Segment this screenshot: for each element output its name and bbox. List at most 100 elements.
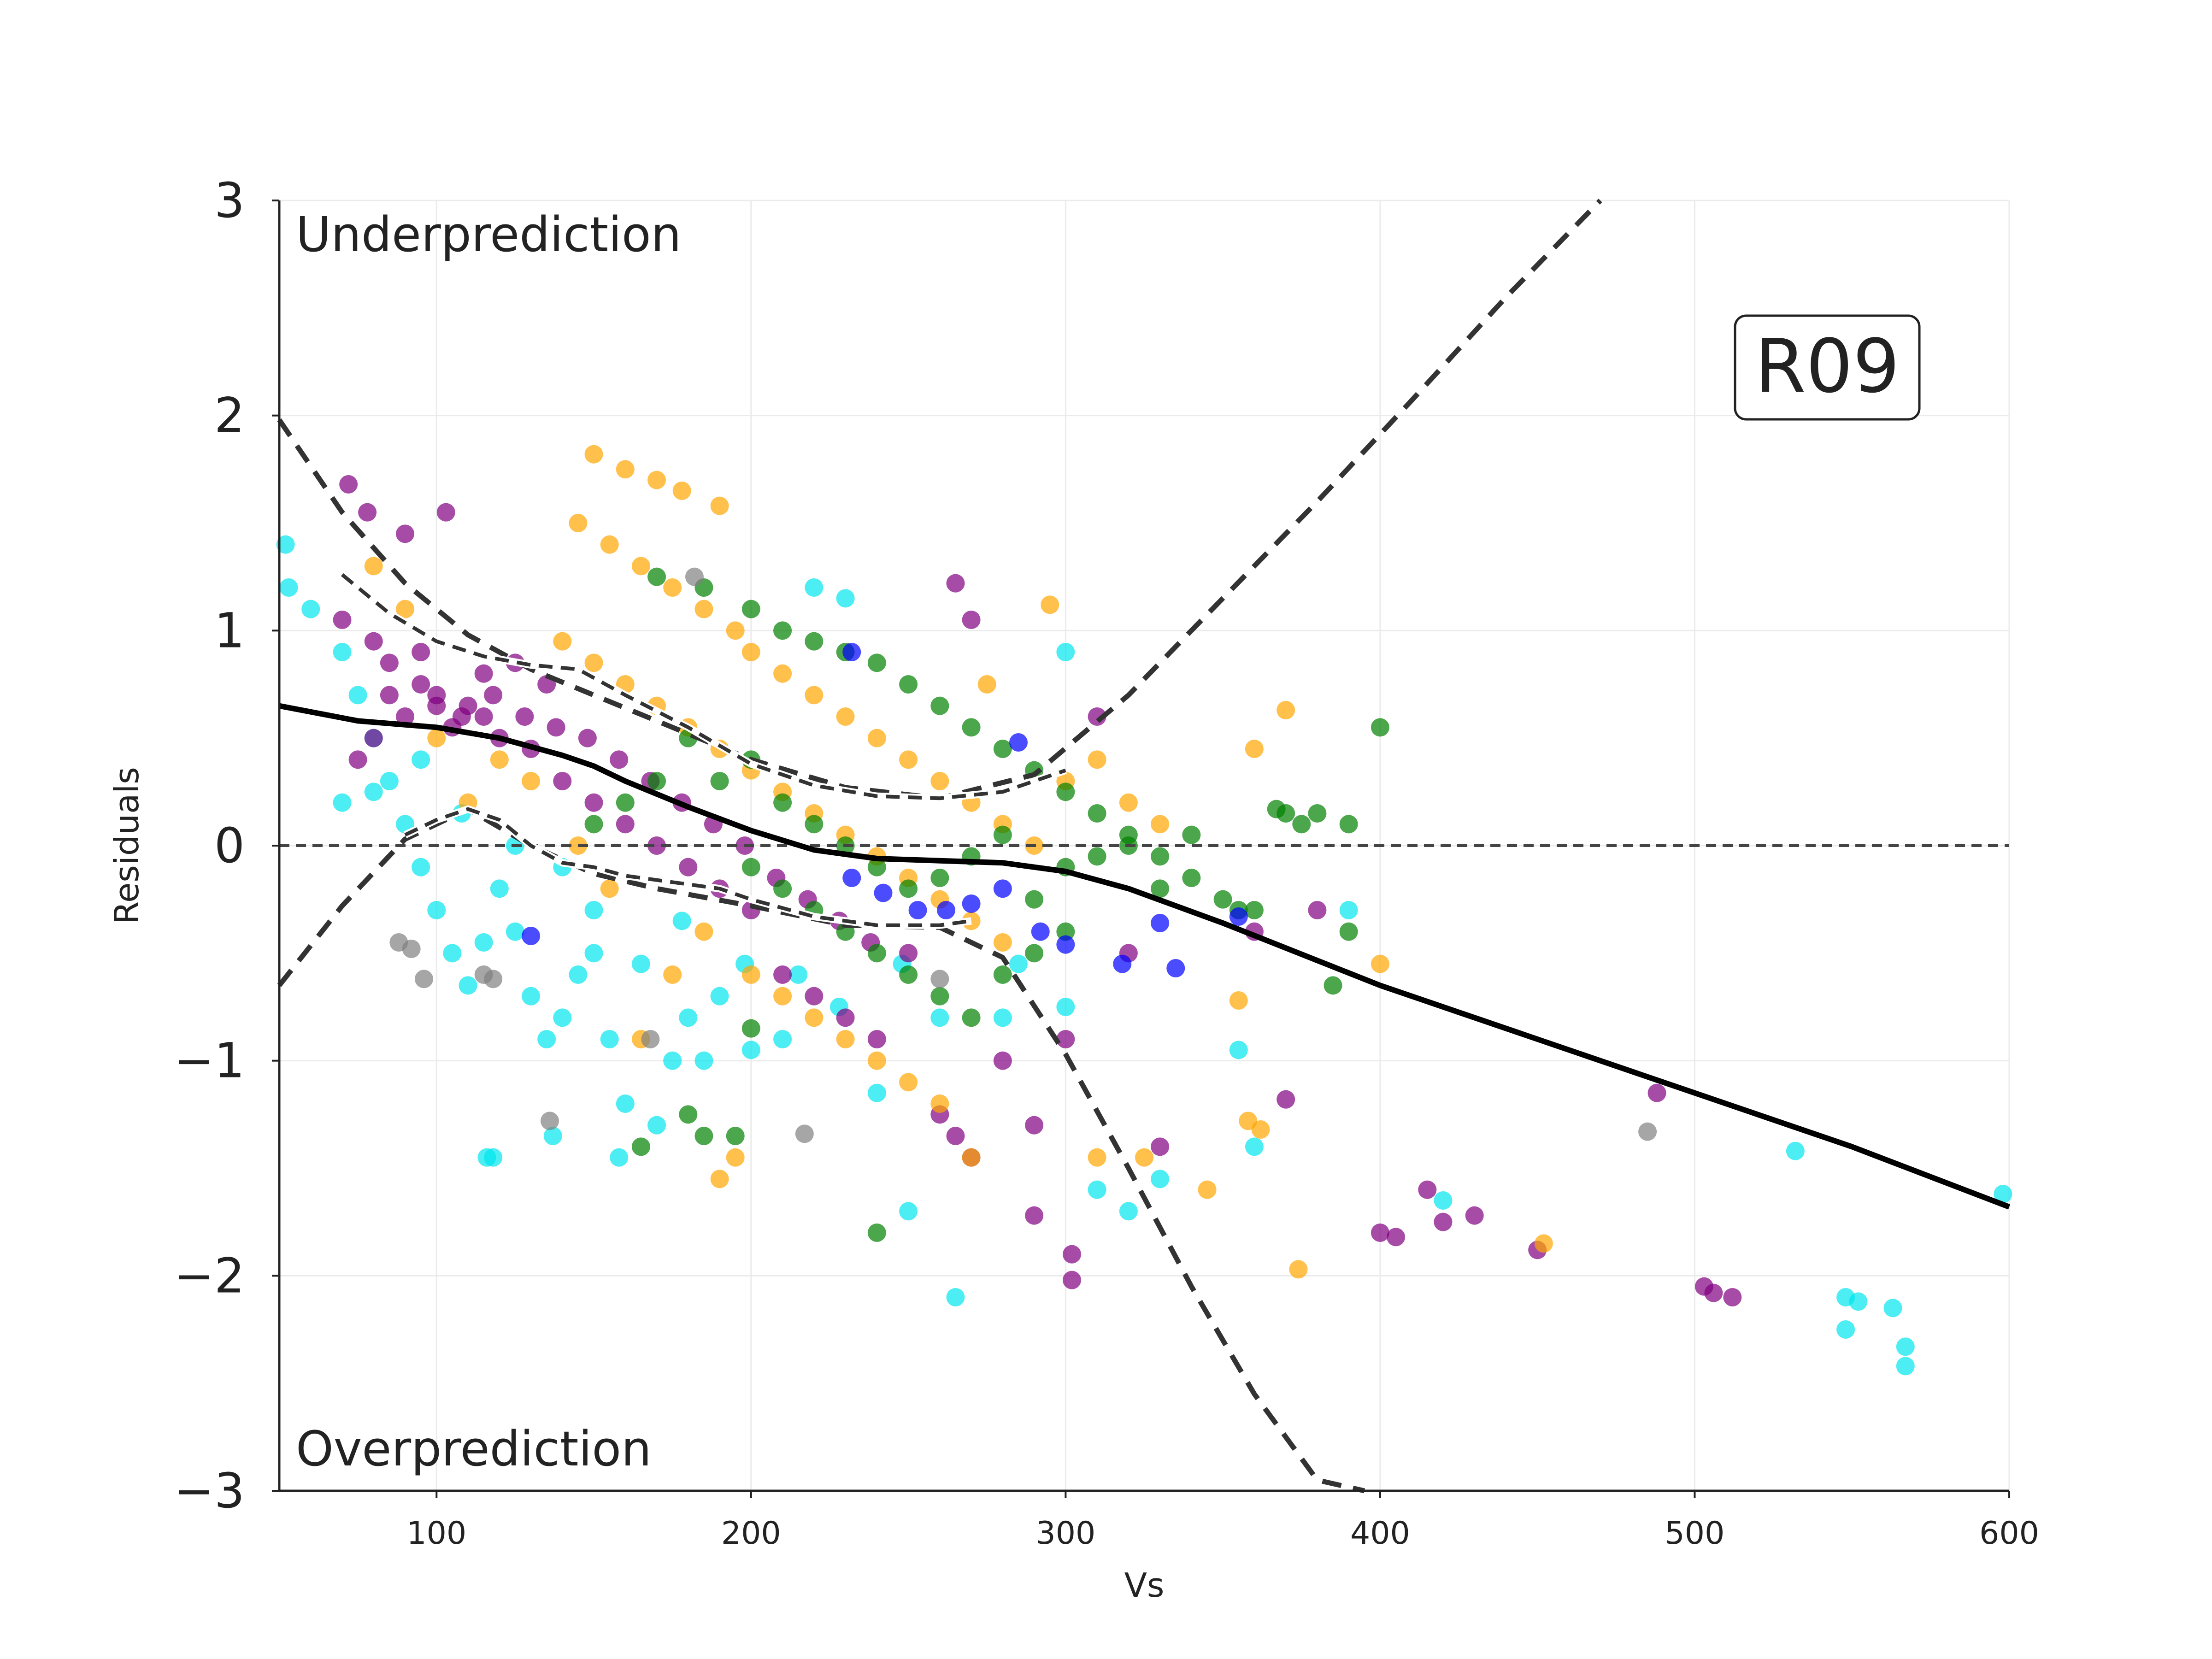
data-point [773, 621, 792, 640]
data-point [1251, 1120, 1270, 1139]
data-point [694, 922, 713, 941]
data-point [962, 718, 981, 737]
data-point [1277, 701, 1295, 719]
data-point [962, 1148, 981, 1167]
data-point [679, 1008, 698, 1027]
data-point [1198, 1180, 1217, 1199]
x-tick-label: 400 [1350, 1515, 1410, 1552]
data-point [993, 825, 1012, 844]
data-point [773, 664, 792, 683]
data-point [484, 686, 503, 705]
y-tick-label: −2 [174, 1247, 245, 1304]
y-tick-label: 3 [214, 172, 245, 229]
data-point [537, 1030, 556, 1048]
data-point [522, 927, 541, 945]
data-point [1836, 1320, 1855, 1339]
data-point [930, 696, 949, 715]
data-point [1056, 643, 1075, 661]
data-point [616, 793, 635, 812]
data-point [1025, 1116, 1044, 1135]
data-point [484, 1148, 503, 1167]
data-point [1151, 847, 1170, 866]
data-point [1339, 901, 1358, 919]
data-point [836, 589, 855, 608]
data-point [936, 901, 955, 919]
data-point [584, 653, 603, 672]
data-point [301, 600, 320, 618]
data-point [333, 793, 352, 812]
data-point [930, 987, 949, 1006]
data-point [1308, 804, 1327, 823]
data-point [874, 883, 893, 902]
data-point [1638, 1122, 1657, 1141]
data-point [1009, 733, 1028, 752]
data-points [276, 445, 2012, 1376]
data-point [364, 782, 383, 801]
data-point [1119, 793, 1138, 812]
data-point [380, 653, 399, 672]
data-point [663, 578, 682, 597]
underprediction-label: Underprediction [296, 206, 682, 263]
data-point [694, 600, 713, 618]
data-point [993, 933, 1012, 952]
data-point [647, 1116, 666, 1135]
data-point [1465, 1206, 1484, 1225]
data-point [789, 965, 808, 984]
data-point [899, 1073, 918, 1092]
data-point [490, 879, 509, 898]
data-point [741, 965, 760, 984]
data-point [1786, 1141, 1805, 1160]
data-point [679, 1105, 698, 1124]
data-point [631, 557, 650, 576]
data-point [427, 696, 446, 715]
data-point [616, 1094, 635, 1113]
overprediction-label: Overprediction [296, 1421, 652, 1477]
data-point [867, 944, 886, 963]
data-point [1088, 750, 1106, 769]
data-point [836, 707, 855, 726]
data-point [842, 643, 861, 661]
data-point [1041, 595, 1059, 614]
data-point [741, 858, 760, 877]
data-point [1056, 935, 1075, 954]
data-point [993, 1008, 1012, 1027]
data-point [899, 750, 918, 769]
data-point [842, 869, 861, 887]
data-point [1063, 1271, 1082, 1289]
data-point [339, 475, 358, 494]
x-tick-label: 500 [1665, 1515, 1725, 1552]
data-point [805, 987, 824, 1006]
data-point [1025, 890, 1044, 909]
data-point [506, 922, 524, 941]
data-point [402, 940, 421, 958]
data-point [899, 944, 918, 963]
data-point [1849, 1292, 1868, 1311]
x-tick-label: 600 [1979, 1515, 2039, 1552]
data-point [358, 503, 377, 522]
data-point [710, 1170, 729, 1188]
data-point [616, 460, 635, 479]
data-point [584, 445, 603, 464]
data-point [1277, 1090, 1295, 1109]
data-point [553, 632, 572, 651]
data-point [773, 987, 792, 1006]
data-point [1182, 825, 1201, 844]
data-point [993, 1051, 1012, 1070]
data-point [1245, 740, 1264, 758]
data-point [741, 1041, 760, 1059]
data-point [930, 869, 949, 887]
data-point [795, 1124, 814, 1143]
data-point [427, 901, 446, 919]
upper-confidence-band [341, 573, 1066, 800]
data-point [436, 503, 455, 522]
lower-prediction-bound [277, 806, 1365, 1494]
data-point [490, 750, 509, 769]
data-point [1088, 1148, 1106, 1167]
data-point [1088, 1180, 1106, 1199]
data-point [427, 729, 446, 747]
data-point [726, 621, 745, 640]
data-point [584, 793, 603, 812]
data-point [962, 894, 981, 913]
data-point [1418, 1180, 1437, 1199]
